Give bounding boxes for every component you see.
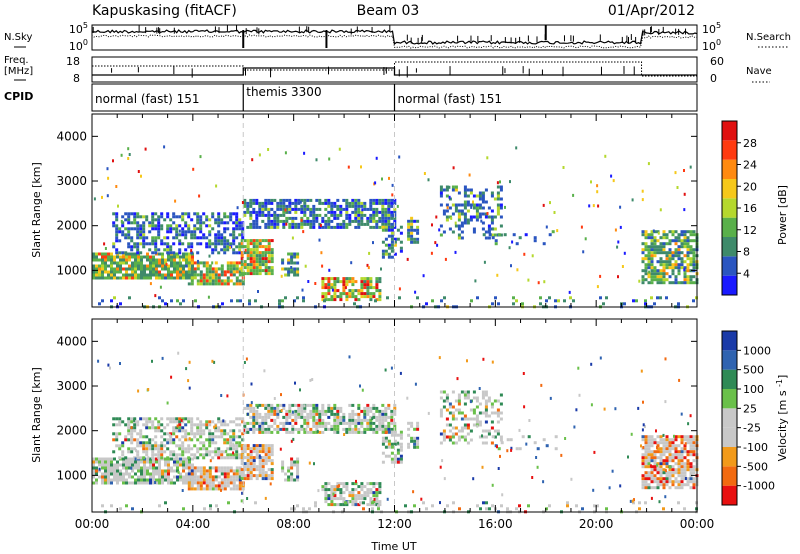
colorbar-segment <box>722 256 737 276</box>
colorbar-segment <box>722 198 737 218</box>
cpid-mode-label: themis 3300 <box>246 85 321 99</box>
nave-tick-bottom: 0 <box>710 72 717 85</box>
colorbar-segment <box>722 485 737 505</box>
nsky-right-tick-top: 105 <box>702 21 721 36</box>
y-tick-label: 4000 <box>56 129 87 143</box>
x-tick-label: 16:00 <box>478 517 513 531</box>
velocity-ylabel: Slant Range [km] <box>30 367 43 463</box>
colorbar-segment <box>722 275 737 295</box>
y-tick-label: 2000 <box>56 424 87 438</box>
colorbar-segment <box>722 389 737 409</box>
colorbar-tick-label: 8 <box>743 246 750 259</box>
x-tick-label: 20:00 <box>579 517 614 531</box>
power-colorbar-label: Power [dB] <box>776 185 789 245</box>
radar-title: Kapuskasing (fitACF) <box>92 3 237 19</box>
freq-strip <box>91 56 698 83</box>
velocity-x-axis: 00:00 04:00 08:00 12:00 16:00 20:00 00:00 <box>75 319 715 531</box>
beam-title: Beam 03 <box>357 3 420 19</box>
power-x-ticks <box>91 114 698 307</box>
nsky-strip <box>91 24 698 51</box>
x-tick-label: 00:00 <box>680 517 715 531</box>
colorbar-tick-label: 16 <box>743 202 757 215</box>
velocity-colorbar-frame <box>721 330 738 506</box>
nsky-label: N.Sky <box>4 32 32 43</box>
nsky-left-tick-bottom: 100 <box>69 38 88 53</box>
x-tick-label: 04:00 <box>176 517 211 531</box>
colorbar-tick-label: 24 <box>743 159 757 172</box>
colorbar-segment <box>722 159 737 179</box>
cpid-mode-label: normal (fast) 151 <box>95 92 199 106</box>
y-tick-label: 1000 <box>56 468 87 482</box>
y-tick-label: 3000 <box>56 174 87 188</box>
nave-tick-top: 60 <box>710 55 724 68</box>
nsky-left-tick-top: 105 <box>69 21 88 36</box>
freq-tick-top: 18 <box>66 55 80 68</box>
colorbar-segment <box>722 331 737 351</box>
cpid-mode-label: normal (fast) 151 <box>398 92 502 106</box>
colorbar-segment <box>722 140 737 160</box>
power-cells <box>92 145 699 309</box>
freq-unit-label: [MHz] <box>4 66 33 77</box>
nsky-right-tick-bottom: 100 <box>702 38 721 53</box>
power-ylabel: Slant Range [km] <box>30 162 43 258</box>
colorbar-tick-label: 25 <box>743 402 757 415</box>
colorbar-tick-label: -500 <box>743 460 768 473</box>
colorbar-segment <box>722 427 737 447</box>
colorbar-segment <box>722 369 737 389</box>
colorbar-tick-label: 500 <box>743 364 764 377</box>
colorbar-segment <box>722 408 737 428</box>
y-tick-label: 4000 <box>56 334 87 348</box>
cpid-strip: normal (fast) 151 themis 3300 normal (fast… <box>91 83 698 112</box>
colorbar-segment <box>722 466 737 486</box>
colorbar-segment <box>722 217 737 237</box>
colorbar-tick-label: 20 <box>743 180 757 193</box>
date-title: 01/Apr/2012 <box>608 3 695 19</box>
colorbar-segment <box>722 350 737 370</box>
velocity-panel: 1000 2000 3000 4000 00:00 04:00 08:00 12:00 16:… <box>30 318 715 553</box>
colorbar-tick-label: -25 <box>743 422 761 435</box>
velocity-colorbar-label: Velocity [m s -1] <box>775 375 789 462</box>
y-tick-label: 1000 <box>56 263 87 277</box>
freq-label: Freq. <box>4 55 29 66</box>
colorbar-tick-label: -100 <box>743 441 768 454</box>
colorbar-tick-label: 4 <box>743 267 750 280</box>
colorbar-tick-label: 100 <box>743 383 764 396</box>
colorbar-tick-label: 1000 <box>743 344 771 357</box>
velocity-y-axis: 1000 2000 3000 4000 <box>56 334 697 482</box>
velocity-colorbar: -1000 -500 -100 -25 25 100 500 1000 Velocity [m… <box>721 330 789 506</box>
colorbar-tick-label: 12 <box>743 224 757 237</box>
freq-tick-bottom: 8 <box>73 72 80 85</box>
y-tick-label: 3000 <box>56 379 87 393</box>
x-tick-label: 00:00 <box>75 517 110 531</box>
velocity-xlabel: Time UT <box>370 540 416 553</box>
colorbar-tick-label: 28 <box>743 137 757 150</box>
colorbar-segment <box>722 447 737 467</box>
colorbar-segment <box>722 179 737 199</box>
colorbar-tick-label: -1000 <box>743 480 775 493</box>
colorbar-segment <box>722 237 737 257</box>
nave-label: Nave <box>746 66 772 77</box>
nsearch-label: N.Search <box>746 32 791 43</box>
power-colorbar: 4 8 12 16 20 24 28 Power [dB] <box>721 120 789 296</box>
power-panel: 1000 2000 3000 4000 Slant Range [km] <box>30 113 699 309</box>
velocity-cells <box>92 351 699 514</box>
cpid-label: CPID <box>4 90 33 103</box>
nsky-frame <box>91 24 698 51</box>
x-tick-label: 12:00 <box>377 517 412 531</box>
freq-frame <box>91 56 698 83</box>
colorbar-segment <box>722 121 737 141</box>
x-tick-label: 08:00 <box>276 517 311 531</box>
y-tick-label: 2000 <box>56 219 87 233</box>
power-y-axis: 1000 2000 3000 4000 <box>56 129 697 277</box>
